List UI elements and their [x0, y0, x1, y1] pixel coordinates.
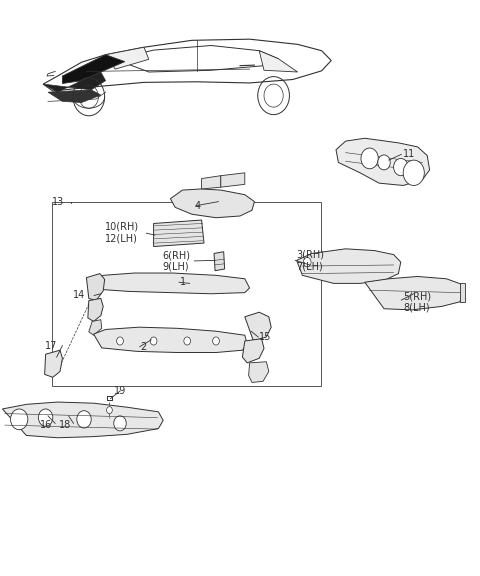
Text: 15: 15: [259, 332, 272, 342]
Text: 17: 17: [45, 340, 58, 351]
Circle shape: [117, 337, 123, 345]
Polygon shape: [221, 173, 245, 187]
Polygon shape: [88, 298, 103, 321]
Polygon shape: [89, 320, 102, 335]
Polygon shape: [48, 90, 101, 103]
Text: 1: 1: [180, 277, 186, 287]
Circle shape: [303, 257, 311, 267]
Polygon shape: [86, 274, 105, 301]
Text: 16: 16: [40, 420, 52, 430]
Polygon shape: [115, 46, 278, 72]
Text: 4: 4: [194, 201, 201, 211]
Circle shape: [150, 337, 157, 345]
Polygon shape: [245, 312, 271, 341]
Polygon shape: [43, 39, 331, 91]
Polygon shape: [336, 138, 430, 185]
Circle shape: [11, 409, 28, 430]
Polygon shape: [297, 249, 401, 283]
Polygon shape: [249, 362, 269, 382]
Polygon shape: [62, 55, 125, 84]
Polygon shape: [2, 402, 163, 438]
Text: 5(RH)
8(LH): 5(RH) 8(LH): [403, 291, 432, 313]
Text: 11: 11: [403, 149, 416, 160]
Polygon shape: [259, 51, 298, 72]
Text: 14: 14: [73, 290, 85, 301]
Circle shape: [184, 337, 191, 345]
Polygon shape: [365, 276, 463, 310]
Polygon shape: [170, 189, 254, 218]
Circle shape: [213, 337, 219, 345]
Bar: [52, 202, 321, 386]
Text: 13: 13: [52, 196, 64, 207]
Circle shape: [77, 411, 91, 428]
Polygon shape: [154, 220, 204, 247]
Circle shape: [403, 160, 424, 185]
Polygon shape: [94, 273, 250, 294]
Circle shape: [38, 409, 53, 426]
Circle shape: [361, 148, 378, 169]
Text: 19: 19: [114, 385, 127, 396]
Polygon shape: [45, 350, 62, 377]
Text: 2: 2: [141, 342, 147, 352]
Polygon shape: [214, 252, 225, 271]
Circle shape: [114, 416, 126, 431]
Text: 18: 18: [59, 420, 71, 430]
Text: 10(RH)
12(LH): 10(RH) 12(LH): [105, 222, 139, 244]
Polygon shape: [94, 327, 247, 353]
Polygon shape: [202, 176, 221, 189]
Circle shape: [378, 155, 390, 170]
Polygon shape: [460, 283, 465, 302]
Circle shape: [394, 158, 408, 176]
Polygon shape: [43, 72, 106, 92]
Text: 6(RH)
9(LH): 6(RH) 9(LH): [162, 250, 190, 272]
Text: 3(RH)
7(LH): 3(RH) 7(LH): [297, 249, 324, 271]
Polygon shape: [106, 47, 149, 69]
Polygon shape: [242, 339, 264, 363]
Circle shape: [107, 407, 112, 414]
